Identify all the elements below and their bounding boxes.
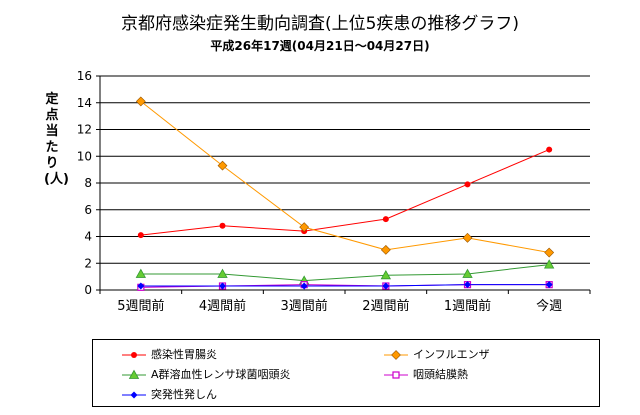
y-tick-label: 8 [84, 176, 92, 190]
data-point [462, 232, 473, 243]
legend-label: 咽頭結膜熱 [413, 368, 468, 381]
legend-marker [391, 350, 401, 360]
data-point [546, 146, 553, 153]
legend-marker [392, 371, 400, 379]
series-line [140, 149, 550, 236]
legend-swatch [122, 352, 146, 358]
y-tick-label: 12 [77, 123, 92, 137]
chart-subtitle: 平成26年17週(04月21日～04月27日) [210, 39, 430, 53]
chart-title: 京都府感染症発生動向調査(上位5疾患の推移グラフ) [120, 14, 520, 34]
y-tick-label: 14 [77, 96, 92, 110]
data-point [137, 232, 144, 239]
y-tick-label: 16 [77, 69, 92, 83]
data-point [382, 216, 389, 223]
data-point [380, 269, 392, 280]
x-tick-label: 2週間前 [362, 298, 409, 314]
legend-swatch [122, 391, 146, 399]
legend-label: 感染性胃腸炎 [151, 348, 217, 361]
y-tick-label: 10 [77, 149, 92, 163]
y-tick-label: 6 [84, 203, 92, 217]
data-point [219, 282, 226, 290]
line-chart: 0 2 4 6 8 10 12 14 16 5週間前 4週間前 3週間前 2週間前 1週間前 今週 [77, 69, 591, 314]
legend-marker [130, 391, 138, 399]
x-tick-label: 3週間前 [281, 298, 328, 314]
series-line [140, 264, 550, 282]
legend-marker [128, 369, 140, 379]
data-point [135, 96, 146, 107]
x-tick-label: 1週間前 [444, 298, 491, 314]
data-point [543, 259, 555, 269]
data-point [544, 247, 555, 258]
x-tick-label: 5週間前 [117, 298, 164, 314]
data-point [217, 268, 228, 278]
legend-label: インフルエンザ [413, 348, 490, 361]
data-point [300, 282, 308, 290]
legend-swatch [384, 371, 408, 379]
legend-swatch [122, 369, 146, 379]
y-tick-label: 4 [84, 230, 92, 244]
y-tick-label: 2 [84, 256, 92, 270]
legend-swatch [384, 350, 408, 360]
legend: 感染性胃腸炎 インフルエンザ A群溶血性レンサ球菌咽頭炎 咽頭結膜熱突発性発しん [92, 339, 600, 407]
data-point [137, 282, 145, 290]
series-line [140, 101, 550, 254]
legend-label: A群溶血性レンサ球菌咽頭炎 [151, 368, 291, 381]
data-point [219, 222, 226, 229]
data-point [380, 244, 391, 255]
x-tick-label: 4週間前 [199, 298, 246, 314]
series-line [140, 284, 550, 287]
data-point [135, 268, 147, 278]
data-point [545, 281, 553, 289]
legend-label: 突発性発しん [151, 388, 217, 401]
data-point [299, 222, 310, 233]
data-point [217, 160, 228, 171]
data-point [464, 281, 471, 289]
legend-marker [131, 352, 137, 358]
data-point [462, 268, 473, 278]
x-tick-label: 今週 [536, 298, 562, 314]
y-tick-label: 0 [84, 283, 92, 297]
data-point [382, 282, 390, 290]
data-point [464, 181, 471, 188]
